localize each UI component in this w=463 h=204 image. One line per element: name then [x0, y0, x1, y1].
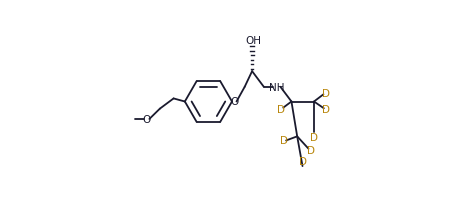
Text: OH: OH [244, 36, 261, 46]
Text: D: D [309, 133, 317, 143]
Text: D: D [298, 156, 306, 166]
Text: O: O [143, 114, 151, 124]
Text: D: D [322, 105, 330, 115]
Text: D: D [321, 89, 329, 99]
Text: D: D [306, 145, 314, 155]
Text: D: D [276, 105, 284, 115]
Text: D: D [279, 136, 287, 146]
Text: O: O [230, 97, 238, 107]
Text: NH: NH [269, 82, 284, 92]
